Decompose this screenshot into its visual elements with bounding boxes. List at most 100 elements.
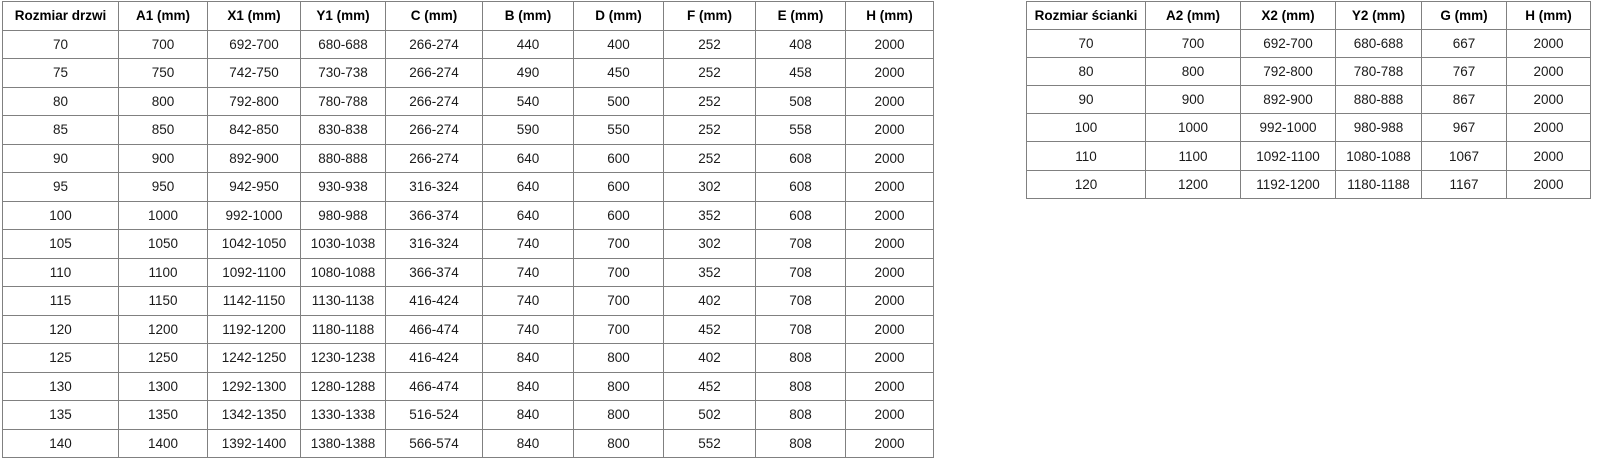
table-cell: 552	[663, 428, 756, 458]
table-cell: 708	[755, 229, 846, 259]
table-cell: 1392-1400	[207, 428, 301, 458]
table-cell: 402	[663, 343, 756, 373]
table-cell: 1050	[118, 229, 208, 259]
table-cell: 608	[755, 172, 846, 202]
table-cell: 566-574	[385, 428, 483, 458]
table-cell: 402	[663, 286, 756, 316]
table-cell: 640	[482, 200, 574, 230]
table-cell: 508	[755, 86, 846, 116]
table-cell: 942-950	[207, 172, 301, 202]
table-cell: 1192-1200	[1240, 169, 1336, 199]
column-header: F (mm)	[663, 1, 756, 31]
table-cell: 992-1000	[1240, 113, 1336, 143]
table-cell: 892-900	[207, 143, 301, 173]
table-cell: 992-1000	[207, 200, 301, 230]
table-cell: 105	[2, 229, 119, 259]
column-header: H (mm)	[1506, 0, 1591, 31]
table-cell: 70	[1026, 29, 1146, 59]
table-cell: 808	[755, 400, 846, 430]
table-cell: 70	[2, 29, 119, 59]
table-cell: 2000	[1506, 57, 1591, 87]
table-cell: 352	[663, 257, 756, 287]
table-cell: 840	[482, 428, 574, 458]
table-cell: 366-374	[385, 200, 483, 230]
table-cell: 502	[663, 400, 756, 430]
column-header: Y1 (mm)	[300, 1, 386, 31]
column-header: Rozmiar drzwi	[2, 1, 119, 31]
table-cell: 1200	[118, 314, 208, 344]
table-cell: 880-888	[300, 143, 386, 173]
table-cell: 1242-1250	[207, 343, 301, 373]
table-row: 120 1200 1192-1200 1180-1188 1167 2000	[1026, 169, 1591, 199]
table-cell: 2000	[1506, 29, 1591, 59]
table-cell: 516-524	[385, 400, 483, 430]
table-cell: 608	[755, 143, 846, 173]
table-cell: 266-274	[385, 143, 483, 173]
table-cell: 2000	[845, 29, 934, 59]
table-cell: 2000	[1506, 141, 1591, 171]
table-cell: 967	[1421, 113, 1507, 143]
header-row: Rozmiar drzwi A1 (mm) X1 (mm) Y1 (mm) C (mm)…	[2, 1, 934, 31]
table-cell: 792-800	[207, 86, 301, 116]
table-cell: 692-700	[1240, 29, 1336, 59]
table-cell: 2000	[845, 143, 934, 173]
table-cell: 452	[663, 371, 756, 401]
table-cell: 1350	[118, 400, 208, 430]
table-cell: 80	[2, 86, 119, 116]
table-cell: 680-688	[300, 29, 386, 59]
table-cell: 600	[573, 172, 664, 202]
table-cell: 1142-1150	[207, 286, 301, 316]
table-cell: 366-374	[385, 257, 483, 287]
table-cell: 466-474	[385, 314, 483, 344]
table-cell: 1280-1288	[300, 371, 386, 401]
table-row: 90 900 892-900 880-888 867 2000	[1026, 85, 1591, 115]
table-row: 85 850 842-850 830-838 266-274 590 550 252 558 20…	[2, 115, 934, 145]
door-sizes-table: Rozmiar drzwi A1 (mm) X1 (mm) Y1 (mm) C (mm)…	[2, 1, 934, 458]
table-cell: 2000	[845, 58, 934, 88]
table-cell: 458	[755, 58, 846, 88]
table-cell: 900	[118, 143, 208, 173]
table-cell: 466-474	[385, 371, 483, 401]
table-cell: 120	[1026, 169, 1146, 199]
table-cell: 252	[663, 86, 756, 116]
table-cell: 800	[573, 428, 664, 458]
table-cell: 316-324	[385, 172, 483, 202]
table-cell: 2000	[845, 428, 934, 458]
table-cell: 1000	[118, 200, 208, 230]
table-cell: 1000	[1145, 113, 1241, 143]
table-cell: 1342-1350	[207, 400, 301, 430]
table-cell: 700	[1145, 29, 1241, 59]
table-cell: 880-888	[1335, 85, 1422, 115]
table-cell: 90	[2, 143, 119, 173]
table-cell: 100	[2, 200, 119, 230]
table-cell: 808	[755, 343, 846, 373]
table-cell: 252	[663, 115, 756, 145]
table-cell: 840	[482, 400, 574, 430]
table-row: 105 1050 1042-1050 1030-1038 316-324 740 700 30…	[2, 229, 934, 259]
table-row: 110 1100 1092-1100 1080-1088 366-374 740 700 35…	[2, 257, 934, 287]
table-cell: 1130-1138	[300, 286, 386, 316]
table-cell: 740	[482, 314, 574, 344]
table-cell: 1092-1100	[1240, 141, 1336, 171]
table-cell: 1300	[118, 371, 208, 401]
table-cell: 1180-1188	[300, 314, 386, 344]
wall-sizes-table: Rozmiar ścianki A2 (mm) X2 (mm) Y2 (mm) G (m…	[1026, 0, 1591, 199]
column-header: Y2 (mm)	[1335, 0, 1422, 31]
table-cell: 608	[755, 200, 846, 230]
table-cell: 1180-1188	[1335, 169, 1422, 199]
table-cell: 416-424	[385, 343, 483, 373]
table-cell: 2000	[1506, 113, 1591, 143]
table-cell: 2000	[845, 200, 934, 230]
table-cell: 692-700	[207, 29, 301, 59]
table-cell: 740	[482, 257, 574, 287]
table-cell: 540	[482, 86, 574, 116]
table-cell: 252	[663, 143, 756, 173]
table-cell: 1080-1088	[300, 257, 386, 287]
table-cell: 930-938	[300, 172, 386, 202]
table-cell: 1192-1200	[207, 314, 301, 344]
table-cell: 400	[573, 29, 664, 59]
table-cell: 780-788	[1335, 57, 1422, 87]
table-cell: 950	[118, 172, 208, 202]
table-cell: 600	[573, 200, 664, 230]
table-cell: 135	[2, 400, 119, 430]
